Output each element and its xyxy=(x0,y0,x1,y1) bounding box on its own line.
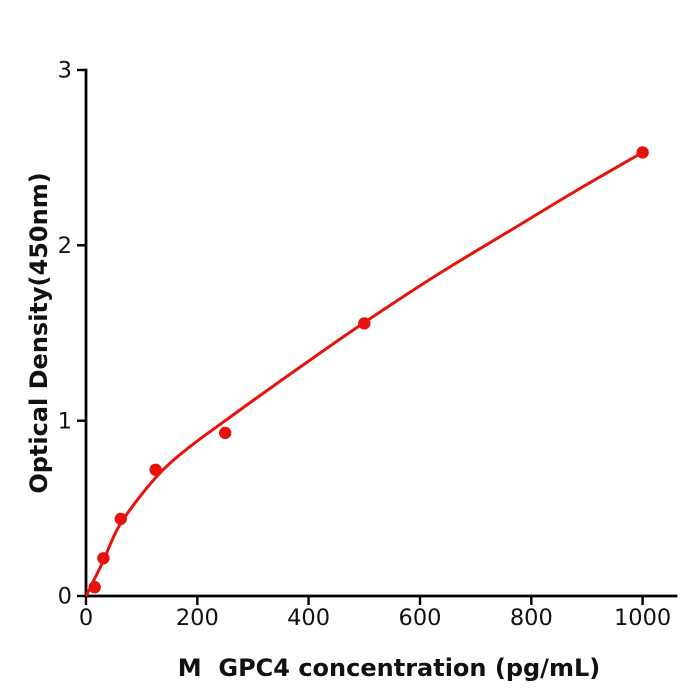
fit-curve-line xyxy=(85,150,645,597)
x-tick-label: 200 xyxy=(176,605,219,631)
x-tick-label: 1000 xyxy=(614,605,671,631)
y-tick-label: 0 xyxy=(58,584,72,610)
axis-spines xyxy=(84,68,678,598)
y-tick-label: 2 xyxy=(58,233,72,259)
y-tick-label: 3 xyxy=(58,58,72,84)
data-point xyxy=(358,317,371,330)
y-tick-label: 1 xyxy=(58,408,72,434)
y-axis-title: Optical Density(450nm) xyxy=(25,172,53,493)
data-point xyxy=(97,552,110,565)
data-point xyxy=(114,512,128,526)
data-point xyxy=(149,463,162,476)
x-axis-title: M GPC4 concentration (pg/mL) xyxy=(178,654,600,682)
data-point xyxy=(88,581,101,594)
x-tick-label: 800 xyxy=(510,605,553,631)
data-point xyxy=(219,426,232,440)
x-tick-label: 600 xyxy=(399,605,442,631)
x-tick-label: 0 xyxy=(79,605,93,631)
x-tick-label: 400 xyxy=(287,605,330,631)
data-point xyxy=(636,146,649,159)
